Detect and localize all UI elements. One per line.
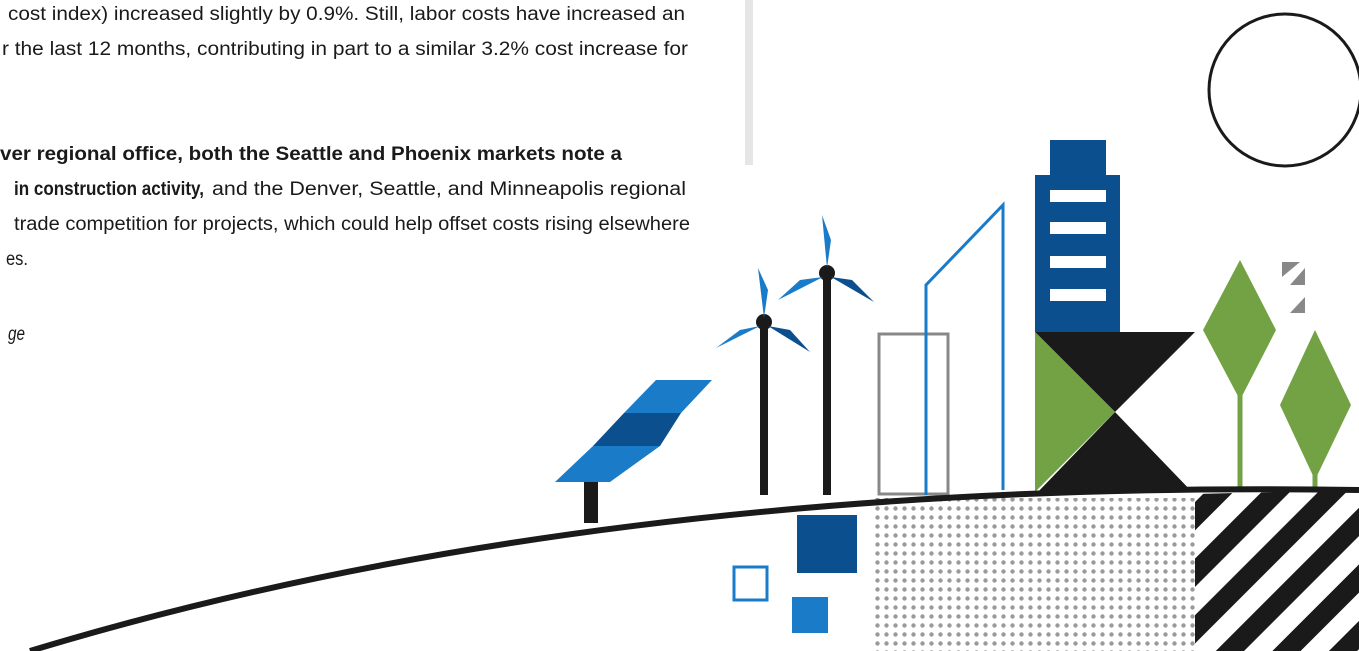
stripe <box>1050 190 1106 202</box>
square-outline <box>732 565 769 602</box>
hourglass-green <box>1035 332 1115 492</box>
tower-top <box>1050 140 1106 180</box>
blade <box>831 277 874 302</box>
text-line: r the last 12 months, contributing in pa… <box>2 39 689 60</box>
hourglass <box>1035 412 1195 495</box>
text-line: and the Denver, Seattle, and Minneapolis… <box>212 179 686 200</box>
triangle <box>1282 262 1300 277</box>
text-line: ver regional office, both the Seattle an… <box>0 144 622 165</box>
stripe <box>1050 256 1106 268</box>
building-outline <box>877 332 950 496</box>
text-line: in construction activity, <box>14 179 204 200</box>
blade <box>716 326 760 348</box>
square <box>797 515 857 573</box>
tree <box>1203 260 1276 400</box>
text-line: cost index) increased slightly by 0.9%. … <box>8 4 685 25</box>
hourglass <box>1035 332 1195 412</box>
circle <box>1207 12 1359 168</box>
blade <box>778 277 823 300</box>
text-block: cost index) increased slightly by 0.9%. … <box>0 4 690 345</box>
solar-panel <box>624 380 712 413</box>
building-outline <box>924 201 1005 495</box>
stripe <box>1050 222 1106 234</box>
divider <box>745 0 753 165</box>
square <box>792 597 828 633</box>
dot-field <box>875 498 1195 651</box>
stripe <box>1050 289 1106 301</box>
triangle <box>1290 297 1305 313</box>
blade <box>758 268 768 318</box>
blade <box>768 326 810 352</box>
illustration <box>29 12 1359 651</box>
triangle <box>1290 268 1305 285</box>
text-line: ge <box>8 324 25 345</box>
blade <box>822 215 831 268</box>
horizon <box>29 486 1359 651</box>
tree <box>1280 330 1351 480</box>
solar-panel <box>555 446 660 482</box>
stripe-field <box>1195 490 1359 651</box>
text-line: es. <box>6 249 28 270</box>
solar-panel <box>593 413 681 446</box>
text-line: trade competition for projects, which co… <box>14 214 690 235</box>
panel-stand <box>584 478 598 523</box>
